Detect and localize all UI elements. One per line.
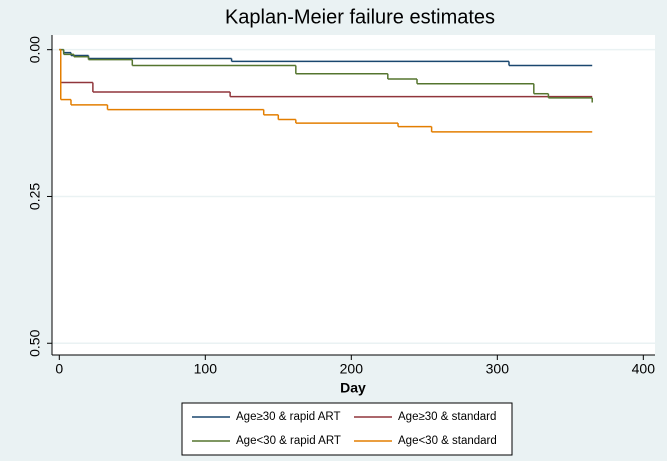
x-tick-label: 0 xyxy=(55,361,63,377)
legend-label: Age<30 & standard xyxy=(398,435,497,447)
x-tick-label: 100 xyxy=(194,361,218,377)
plot-area xyxy=(52,35,655,355)
legend-label: Age<30 & rapid ART xyxy=(236,435,341,447)
x-tick-label: 300 xyxy=(486,361,510,377)
y-tick-label: 0.50 xyxy=(27,329,43,356)
x-axis-label: Day xyxy=(340,380,366,396)
legend-label: Age≥30 & rapid ART xyxy=(236,411,341,423)
x-tick-label: 400 xyxy=(632,361,656,377)
legend xyxy=(181,402,513,456)
x-tick-label: 200 xyxy=(340,361,364,377)
y-tick-label: 0.00 xyxy=(27,36,43,63)
legend-label: Age≥30 & standard xyxy=(398,411,496,423)
chart-title: Kaplan-Meier failure estimates xyxy=(225,6,495,28)
y-tick-label: 0.25 xyxy=(27,183,43,210)
